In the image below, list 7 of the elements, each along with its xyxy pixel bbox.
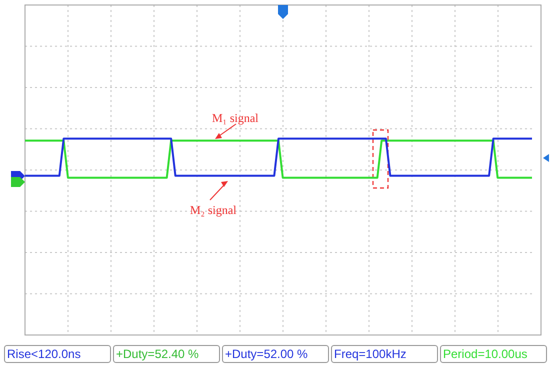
text: Period=10.00us: [440, 345, 547, 363]
text: M₁ signal: [212, 111, 260, 125]
text: Rise<120.0ns: [4, 345, 111, 363]
text: +Duty=52.00 %: [222, 345, 329, 363]
text: Freq=100kHz: [331, 345, 438, 363]
text: +Duty=52.40 %: [113, 345, 220, 363]
annotation: M₂ signal: [190, 203, 238, 217]
